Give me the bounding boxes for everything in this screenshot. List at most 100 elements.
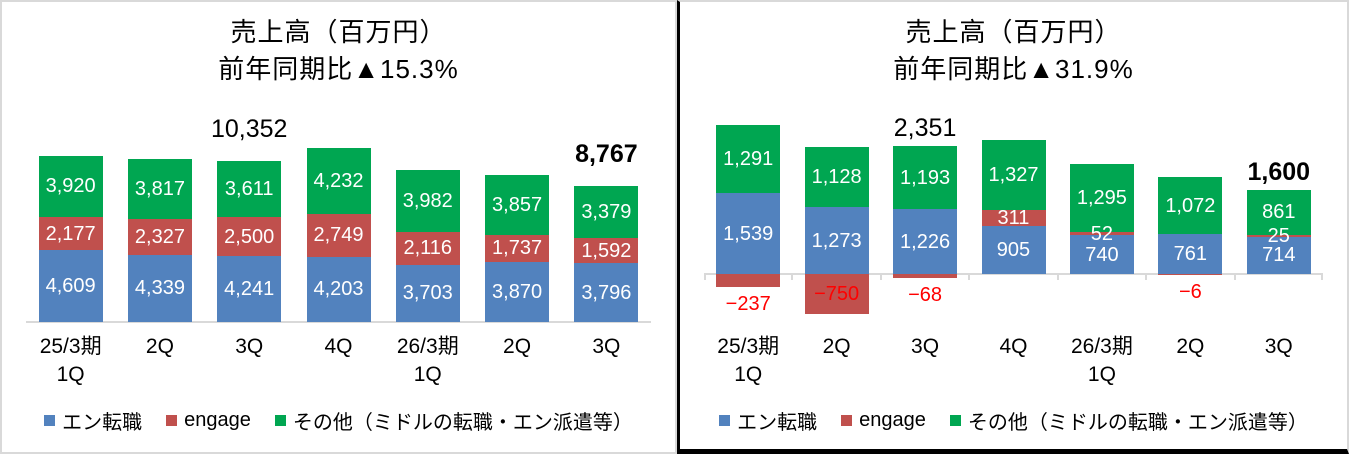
bar-value-label: 1,226 <box>900 230 951 253</box>
x-axis-labels: 25/3期 1Q 2Q 3Q 4Q 26/3期 1Q 2Q 3Q <box>26 333 651 389</box>
bar-value-label: 1,193 <box>900 166 951 189</box>
bar-segment-red <box>574 238 639 264</box>
bar-value-label: 4,203 <box>313 278 364 301</box>
bar-value-label: 905 <box>996 239 1031 262</box>
x-axis-label-line: 3Q <box>592 335 621 358</box>
legend-label: その他（ミドルの転職・エン派遣等） <box>967 412 1308 434</box>
legend-swatch-icon <box>274 415 286 426</box>
bar-segment-green <box>395 169 460 232</box>
total-annotation: 1,600 <box>1247 157 1311 186</box>
bar-value-label: 2,500 <box>224 225 275 248</box>
bar-value-label: 4,339 <box>134 277 185 300</box>
bar-segment-blue <box>127 254 192 322</box>
x-axis-tick <box>791 274 794 281</box>
legend-swatch-icon <box>719 415 731 426</box>
x-axis-label-line: 1Q <box>413 363 442 386</box>
bar-segment-blue <box>716 192 781 275</box>
x-axis-tick <box>1321 274 1323 281</box>
x-axis-tick <box>968 274 971 281</box>
bar-value-label: 714 <box>1262 244 1296 267</box>
x-axis-label: 2Q <box>1146 333 1234 389</box>
bar-value-label: 1,592 <box>581 239 632 262</box>
bar-segment-green <box>1158 177 1223 235</box>
negative-value-label: −68 <box>908 283 943 306</box>
x-axis-label: 25/3期 1Q <box>704 333 792 389</box>
bar-segment-green <box>981 139 1046 210</box>
x-axis-line <box>26 321 651 323</box>
total-annotation: 10,352 <box>210 115 288 144</box>
bar-segment-blue <box>217 256 282 322</box>
bar-value-label: 25 <box>1267 224 1290 247</box>
chart-title: 売上高（百万円） 前年同期比▲15.3% <box>2 14 675 88</box>
legend-label: エン転職 <box>62 412 143 434</box>
x-axis-label: 3Q <box>562 333 651 389</box>
bar-segment-green <box>716 124 781 193</box>
bar-segment-red <box>306 214 371 257</box>
bar-segment-blue <box>1158 234 1223 275</box>
bar-value-label: 3,796 <box>581 281 632 304</box>
x-axis-tick <box>1056 274 1059 281</box>
bar-segment-green <box>306 148 371 215</box>
x-axis-label: 2Q <box>115 333 204 389</box>
bar-value-label: 2,177 <box>45 222 96 245</box>
bar-segment-red <box>716 274 781 287</box>
x-axis-label: 25/3期 1Q <box>26 333 115 389</box>
bar-segment-green <box>1069 163 1134 233</box>
bar-value-label: 1,327 <box>988 163 1039 186</box>
legend-label: engage <box>184 409 251 431</box>
bar-value-label: 3,817 <box>134 177 185 200</box>
legend-label: その他（ミドルの転職・エン派遣等） <box>292 412 633 434</box>
bar-segment-green <box>1246 189 1311 236</box>
bar-value-label: 4,232 <box>313 170 364 193</box>
legend-label: engage <box>859 409 926 431</box>
legend-item: エン転職 <box>719 406 817 435</box>
x-axis-label-line: 2Q <box>503 335 532 358</box>
x-axis-label-line: 25/3期 <box>39 335 102 358</box>
chart-title-subtitle: 前年同期比▲15.3% <box>218 54 459 84</box>
bar-value-label: 2,749 <box>313 224 364 247</box>
x-axis-label-line: 1Q <box>56 363 85 386</box>
x-axis-label-line: 1Q <box>1087 363 1116 386</box>
x-axis-label-line: 2Q <box>1176 335 1205 358</box>
x-axis-tick <box>1145 274 1148 281</box>
x-axis-label: 3Q <box>205 333 294 389</box>
bar-segment-red <box>893 274 958 278</box>
negative-value-label: −237 <box>725 292 771 315</box>
bar-segment-green <box>574 185 639 239</box>
x-axis-label: 2Q <box>792 333 880 389</box>
x-axis-label: 2Q <box>472 333 561 389</box>
bar-segment-green <box>217 161 282 218</box>
bar-value-label: 311 <box>997 207 1030 230</box>
legend-swatch-icon <box>841 415 853 426</box>
x-axis-label-line: 3Q <box>235 335 264 358</box>
x-axis-label: 4Q <box>294 333 383 389</box>
legend-swatch-icon <box>166 415 178 426</box>
legend-item: エン転職 <box>44 406 142 435</box>
x-axis-label: 4Q <box>969 333 1057 389</box>
bar-value-label: 761 <box>1173 243 1208 266</box>
chart-title-line1: 売上高（百万円） <box>905 17 1122 47</box>
bar-value-label: 1,273 <box>811 229 862 252</box>
bar-value-label: 1,737 <box>492 237 543 260</box>
total-annotation: 2,351 <box>893 114 957 143</box>
negative-value-label: −6 <box>1178 280 1202 303</box>
bar-segment-blue <box>38 250 103 322</box>
bar-value-label: 4,241 <box>224 278 275 301</box>
legend-item: その他（ミドルの転職・エン派遣等） <box>949 406 1308 435</box>
bar-segment-red <box>217 217 282 257</box>
x-axis-label-line: 3Q <box>911 335 940 358</box>
bar-segment-blue <box>395 264 460 322</box>
legend-swatch-icon <box>949 415 961 426</box>
bar-segment-red <box>1246 235 1311 237</box>
chart-title: 売上高（百万円） 前年同期比▲31.9% <box>680 14 1347 88</box>
bar-segment-green <box>38 155 103 217</box>
x-axis-label: 26/3期 1Q <box>383 333 472 389</box>
bar-value-label: 2,116 <box>403 237 453 260</box>
x-axis-label: 3Q <box>881 333 969 389</box>
bar-value-label: 3,611 <box>224 178 274 201</box>
x-axis-tick <box>1233 274 1236 281</box>
x-axis-label-line: 26/3期 <box>396 335 459 358</box>
bar-value-label: 3,920 <box>45 175 96 198</box>
x-axis-label-line: 25/3期 <box>717 335 780 358</box>
legend-swatch-icon <box>44 415 56 426</box>
